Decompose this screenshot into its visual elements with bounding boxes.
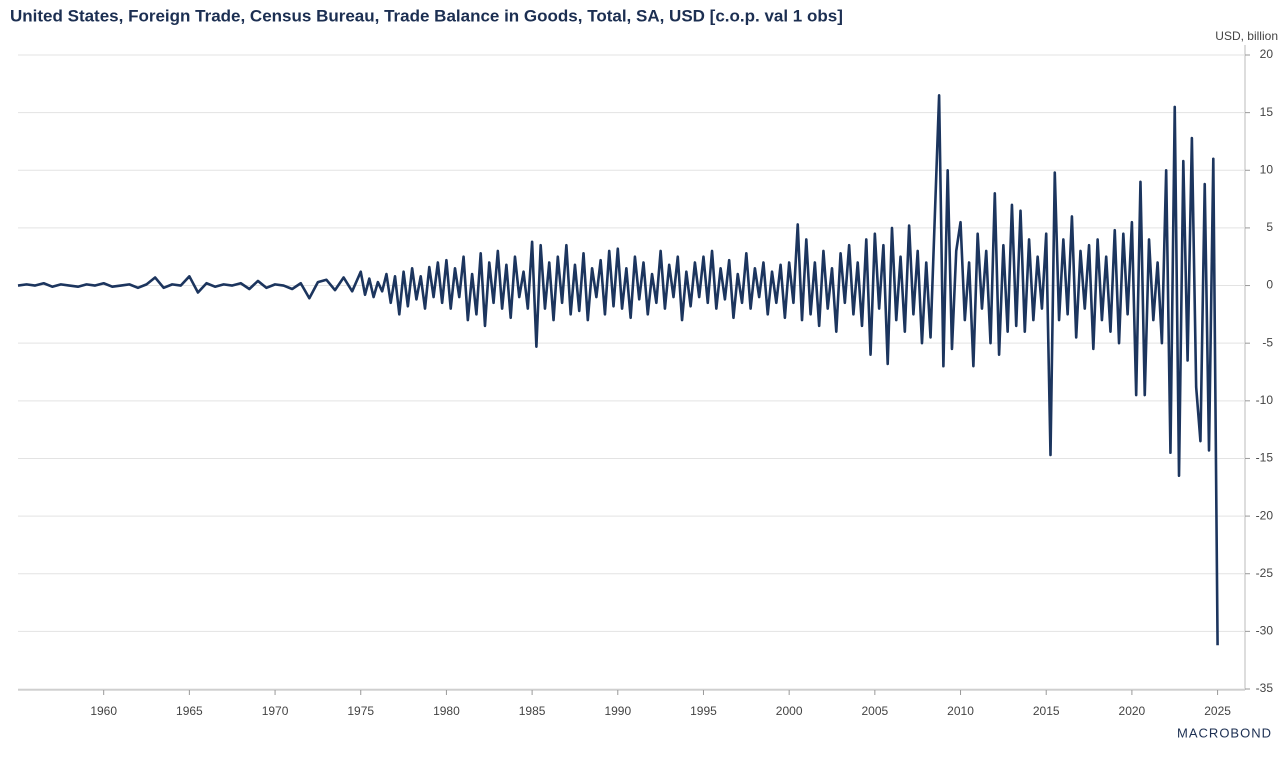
y-tick-label: -30 (1256, 624, 1274, 638)
chart-title: United States, Foreign Trade, Census Bur… (10, 6, 843, 25)
y-tick-label: 0 (1266, 278, 1273, 292)
y-tick-label: -5 (1262, 335, 1273, 349)
y-tick-label: -15 (1256, 451, 1274, 465)
y-tick-label: 5 (1266, 220, 1273, 234)
x-tick-label: 1980 (433, 704, 460, 718)
x-tick-label: 1995 (690, 704, 717, 718)
x-tick-label: 2020 (1119, 704, 1146, 718)
y-tick-label: 10 (1260, 162, 1274, 176)
x-tick-label: 1960 (90, 704, 117, 718)
x-tick-label: 1975 (347, 704, 374, 718)
line-series (17, 94, 1219, 646)
x-tick-label: 2025 (1204, 704, 1231, 718)
y-tick-label: -20 (1256, 508, 1274, 522)
y-tick-label: 20 (1260, 47, 1274, 61)
x-tick-label: 1965 (176, 704, 203, 718)
y-axis-label: USD, billion (1215, 29, 1278, 43)
x-tick-label: 2010 (947, 704, 974, 718)
y-tick-label: 15 (1260, 105, 1274, 119)
brand: MACROBOND (1177, 725, 1272, 740)
x-tick-label: 1970 (262, 704, 289, 718)
y-tick-label: -35 (1256, 681, 1274, 695)
x-tick-label: 2005 (861, 704, 888, 718)
x-tick-label: 2015 (1033, 704, 1060, 718)
y-tick-label: -10 (1256, 393, 1274, 407)
x-tick-label: 1985 (519, 704, 546, 718)
x-tick-label: 1990 (604, 704, 631, 718)
y-tick-label: -25 (1256, 566, 1274, 580)
x-tick-label: 2000 (776, 704, 803, 718)
